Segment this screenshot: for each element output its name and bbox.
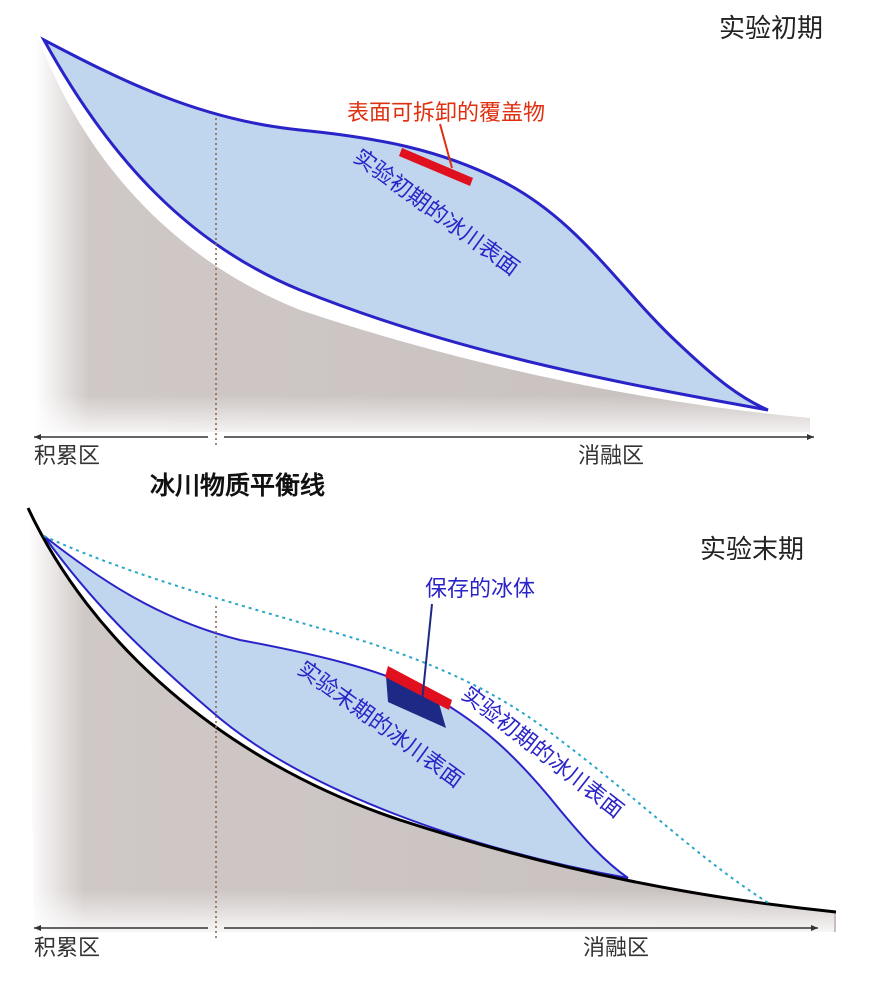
top-cover-label: 表面可拆卸的覆盖物 bbox=[347, 101, 545, 126]
top-zone-accumulation: 积累区 bbox=[34, 444, 100, 469]
top-accumulation-arrowhead bbox=[34, 434, 41, 440]
bottom-title: 实验末期 bbox=[700, 535, 804, 565]
top-removable-cover bbox=[399, 148, 473, 186]
top-title: 实验初期 bbox=[719, 14, 823, 44]
top-bedrock bbox=[35, 28, 810, 432]
bottom-bedrock bbox=[28, 508, 836, 932]
bottom-preserved-callout-line bbox=[421, 603, 433, 703]
bottom-bed-line bbox=[26, 507, 837, 914]
bottom-remaining-cover bbox=[385, 666, 452, 710]
bottom-panel: 实验末期 保存的冰体 实验末期的冰川表面 实验初期的冰川表面 积累区 消融区 bbox=[26, 507, 837, 961]
top-zone-ablation: 消融区 bbox=[578, 444, 644, 469]
bottom-ablation-arrowhead bbox=[811, 925, 818, 931]
bottom-zone-accumulation: 积累区 bbox=[34, 936, 100, 961]
top-ablation-arrowhead bbox=[807, 434, 814, 440]
top-panel: 实验初期 表面可拆卸的覆盖物 实验初期的冰川表面 积累区 消融区 bbox=[34, 14, 823, 469]
bottom-zone-ablation: 消融区 bbox=[583, 936, 649, 961]
top-ground-fade bbox=[35, 395, 815, 435]
bottom-accumulation-arrowhead bbox=[34, 925, 41, 931]
top-cover-callout-line bbox=[439, 123, 453, 169]
bottom-preserved-label: 保存的冰体 bbox=[425, 577, 535, 602]
bottom-glacier-ice bbox=[43, 535, 629, 879]
equilibrium-line-label: 冰川物质平衡线 bbox=[150, 471, 325, 500]
bottom-ground-fade bbox=[34, 890, 834, 932]
top-glacier-ice bbox=[40, 36, 769, 412]
bottom-early-surface-dotted bbox=[43, 535, 771, 905]
bottom-preserved-ice bbox=[386, 676, 446, 728]
